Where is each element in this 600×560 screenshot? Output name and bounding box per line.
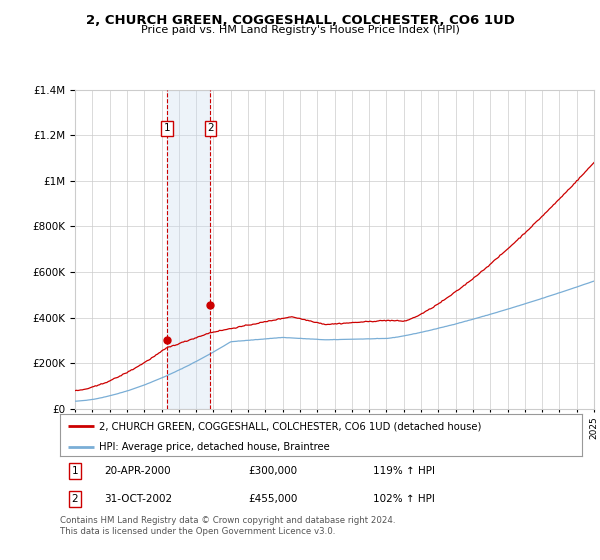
- Text: Price paid vs. HM Land Registry's House Price Index (HPI): Price paid vs. HM Land Registry's House …: [140, 25, 460, 35]
- Text: £455,000: £455,000: [248, 494, 297, 504]
- Text: 2, CHURCH GREEN, COGGESHALL, COLCHESTER, CO6 1UD (detached house): 2, CHURCH GREEN, COGGESHALL, COLCHESTER,…: [99, 421, 482, 431]
- Text: 102% ↑ HPI: 102% ↑ HPI: [373, 494, 435, 504]
- Text: 1: 1: [71, 466, 78, 476]
- Text: Contains HM Land Registry data © Crown copyright and database right 2024.
This d: Contains HM Land Registry data © Crown c…: [60, 516, 395, 536]
- Text: £300,000: £300,000: [248, 466, 297, 476]
- Text: 1: 1: [163, 123, 170, 133]
- Text: HPI: Average price, detached house, Braintree: HPI: Average price, detached house, Brai…: [99, 442, 330, 452]
- Text: 119% ↑ HPI: 119% ↑ HPI: [373, 466, 435, 476]
- Text: 2: 2: [207, 123, 214, 133]
- Text: 2, CHURCH GREEN, COGGESHALL, COLCHESTER, CO6 1UD: 2, CHURCH GREEN, COGGESHALL, COLCHESTER,…: [86, 14, 514, 27]
- Text: 31-OCT-2002: 31-OCT-2002: [104, 494, 172, 504]
- Text: 2: 2: [71, 494, 78, 504]
- Bar: [167, 90, 211, 409]
- Text: 20-APR-2000: 20-APR-2000: [104, 466, 171, 476]
